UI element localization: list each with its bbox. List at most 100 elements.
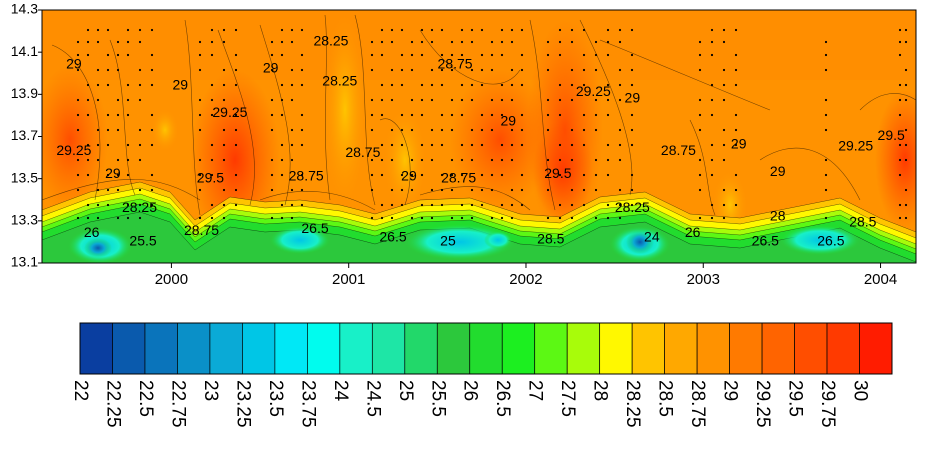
sample-point-410 [630, 28, 634, 32]
sample-point-68 [138, 128, 142, 132]
colorbar-label: 23.75 [297, 380, 318, 428]
sample-point-127 [270, 53, 274, 57]
sample-point-246 [440, 113, 444, 117]
sample-point-358 [570, 40, 574, 44]
sample-point-225 [420, 113, 424, 117]
cool-core-2001 [484, 231, 512, 249]
contour-label: 28.25 [313, 32, 348, 48]
sample-point-364 [570, 158, 574, 162]
sample-point-477 [898, 113, 902, 117]
colorbar-label: 23.25 [232, 380, 253, 428]
sample-point-332 [520, 143, 524, 147]
cold-core-1999 [84, 238, 112, 258]
sample-point-366 [570, 203, 574, 207]
sample-point-379 [594, 53, 598, 57]
sample-point-397 [606, 203, 610, 207]
sample-point-369 [582, 53, 586, 57]
sample-point-421 [698, 53, 702, 57]
sample-point-239 [430, 188, 434, 192]
sample-point-88 [198, 113, 202, 117]
sample-point-398 [606, 216, 610, 220]
contour-label: 28.75 [438, 56, 473, 72]
sample-point-248 [440, 143, 444, 147]
sample-point-344 [546, 188, 550, 192]
sample-point-149 [290, 68, 294, 72]
sample-point-74 [150, 28, 154, 32]
sample-point-202 [400, 68, 404, 72]
sample-point-48 [116, 158, 120, 162]
sample-point-270 [460, 173, 464, 177]
sample-point-70 [138, 158, 142, 162]
sample-point-123 [234, 173, 238, 177]
sample-point-303 [490, 216, 494, 220]
sample-point-287 [480, 83, 484, 87]
colorbar-label: 23.5 [265, 380, 286, 417]
sample-point-330 [520, 113, 524, 117]
colorbar-label: 24.5 [362, 380, 383, 417]
sample-point-342 [546, 158, 550, 162]
sample-point-322 [510, 158, 514, 162]
contour-label: 26 [685, 224, 701, 240]
sample-point-459 [734, 173, 738, 177]
sample-point-51 [116, 216, 120, 220]
sample-point-60 [126, 173, 130, 177]
sample-points [76, 28, 908, 220]
sample-point-343 [546, 173, 550, 177]
contour-line-15 [42, 179, 201, 201]
sample-point-52 [126, 28, 130, 32]
sample-point-47 [116, 128, 120, 132]
sample-point-177 [370, 216, 374, 220]
y-tick-label: 14.1 [11, 43, 38, 59]
contour-label: 26.5 [817, 233, 844, 249]
sample-point-328 [520, 68, 524, 72]
sample-point-214 [410, 113, 414, 117]
sample-point-432 [710, 53, 714, 57]
sample-point-267 [460, 113, 464, 117]
sample-point-99 [210, 113, 214, 117]
sample-point-44 [116, 68, 120, 72]
sample-point-461 [734, 203, 738, 207]
sample-point-454 [734, 68, 738, 72]
sample-point-176 [370, 188, 374, 192]
sample-point-463 [824, 53, 828, 57]
colorbar-label: 28.5 [655, 380, 676, 417]
sample-point-429 [698, 216, 702, 220]
colorbar-swatch [209, 322, 243, 375]
cool-spot-2003 [780, 225, 860, 255]
colorbar-label: 27 [525, 380, 546, 401]
sample-point-446 [722, 128, 726, 132]
sample-point-431 [710, 40, 714, 44]
sample-point-254 [450, 68, 454, 72]
colorbar-swatch [664, 322, 698, 375]
sample-point-104 [210, 216, 214, 220]
sample-point-394 [606, 143, 610, 147]
x-tick-label: 2000 [155, 271, 188, 288]
sample-point-416 [630, 143, 634, 147]
sample-point-395 [606, 158, 610, 162]
contour-label: 25.5 [129, 233, 156, 249]
sample-point-205 [400, 128, 404, 132]
sample-point-9 [76, 216, 80, 220]
sample-point-340 [546, 113, 550, 117]
sample-point-451 [722, 216, 726, 220]
sample-point-206 [400, 143, 404, 147]
sample-point-277 [470, 98, 474, 102]
colorbar-swatch [696, 322, 730, 375]
sample-point-160 [300, 68, 304, 72]
sample-point-475 [898, 83, 902, 87]
sample-point-426 [698, 158, 702, 162]
sample-point-234 [430, 83, 434, 87]
sample-point-382 [594, 113, 598, 117]
sample-point-119 [234, 83, 238, 87]
sample-point-377 [582, 203, 586, 207]
sample-point-108 [222, 83, 226, 87]
sample-point-132 [270, 158, 274, 162]
contour-label: 29.5 [878, 127, 905, 143]
contour-label: 28.5 [537, 231, 564, 247]
sample-point-93 [198, 216, 202, 220]
sample-point-357 [570, 28, 574, 32]
x-tick-label: 2003 [687, 271, 720, 288]
sample-point-289 [480, 128, 484, 132]
colorbar-label: 27.5 [557, 380, 578, 417]
sample-point-291 [480, 173, 484, 177]
